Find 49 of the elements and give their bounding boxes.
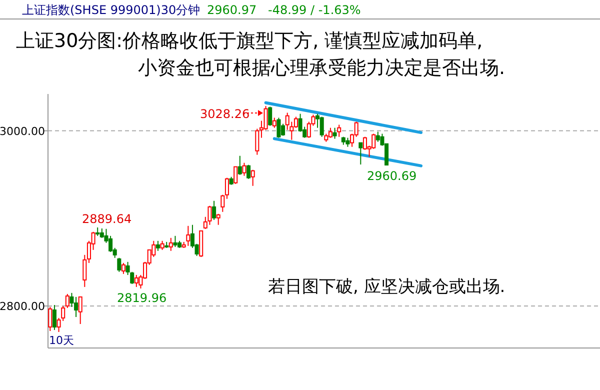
candlestick — [134, 274, 138, 288]
candlestick — [268, 106, 272, 126]
annotation: 2819.96 — [117, 291, 167, 305]
candlestick — [276, 117, 281, 138]
candlestick — [121, 262, 126, 274]
candlestick — [294, 116, 298, 128]
candlestick — [65, 293, 70, 308]
candlestick — [82, 254, 87, 288]
candlestick — [186, 225, 190, 246]
candlestick — [332, 127, 337, 140]
candlestick — [234, 166, 238, 184]
candlestick — [238, 155, 242, 176]
candlestick — [70, 292, 74, 308]
chart-title: 上证指数(SHSE 999001)30分钟 — [22, 3, 200, 17]
candlestick — [346, 137, 350, 148]
candlestick — [78, 296, 82, 324]
candlestick — [52, 304, 56, 330]
candlestick — [264, 106, 268, 130]
candlestick — [216, 213, 220, 226]
annotation: 10天 — [49, 334, 74, 347]
y-tick-label: 2800.00 — [0, 300, 45, 313]
candlestick — [156, 240, 160, 252]
annotation: 3028.26 — [200, 107, 250, 121]
candlestick — [168, 237, 173, 252]
y-tick-label: 3000.00 — [0, 124, 45, 138]
candlestick — [173, 235, 178, 248]
candlestick — [255, 128, 260, 156]
candlestick — [48, 306, 52, 332]
candlestick — [272, 117, 276, 128]
candlestick — [208, 205, 212, 226]
candlestick — [220, 194, 225, 212]
candlestick — [246, 164, 251, 180]
candlestick — [250, 169, 255, 186]
annotation: 若日图下破, 应坚决减仓或出场. — [268, 277, 506, 297]
candlestick — [358, 142, 363, 166]
candlestick — [320, 116, 324, 138]
annotation: 2889.64 — [82, 212, 132, 226]
annotation: 2960.69 — [367, 169, 417, 183]
candlestick — [160, 240, 164, 250]
candlestick — [328, 127, 332, 138]
candlestick — [376, 131, 380, 142]
candlestick — [242, 162, 246, 176]
candlestick — [224, 177, 229, 200]
chart-subtitle: 上证30分图:价格略收低于旗型下方, 谨慎型应减加码单, 小资金也可根据心理承受能力决定是否出场. — [16, 30, 506, 79]
text: 2960.97 — [207, 3, 257, 17]
text: -48.99 / -1.63% — [268, 3, 361, 17]
candlestick — [212, 200, 216, 220]
candlestick — [337, 124, 342, 138]
candlestick — [117, 257, 122, 272]
